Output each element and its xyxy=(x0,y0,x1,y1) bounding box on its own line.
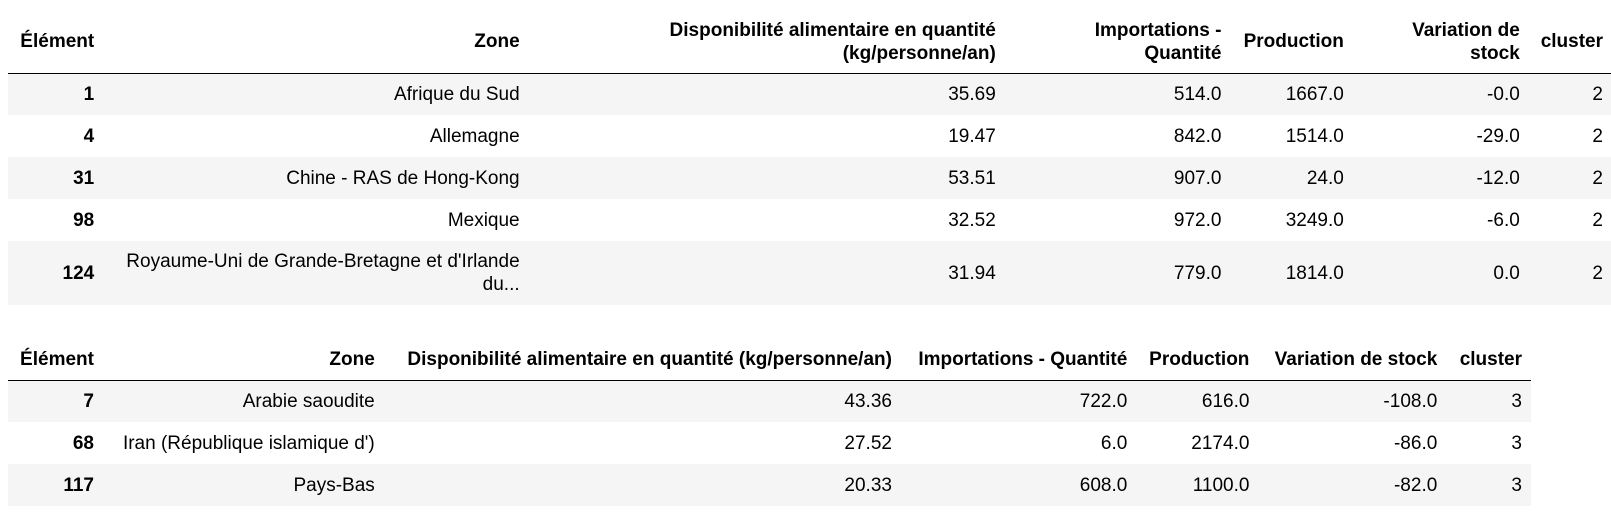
table-row: 68 Iran (République islamique d') 27.52 … xyxy=(8,422,1531,464)
header-element: Élément xyxy=(8,11,104,74)
cell-production: 1514.0 xyxy=(1285,125,1344,147)
cell-production: 24.0 xyxy=(1306,167,1344,189)
cell-dispo: 31.94 xyxy=(948,262,996,284)
cell-zone: Arabie saoudite xyxy=(242,390,375,412)
cell-stock: -108.0 xyxy=(1383,390,1438,412)
table-body: 7 Arabie saoudite 43.36 722.0 616.0 -108… xyxy=(8,380,1531,506)
cell-zone: Mexique xyxy=(447,209,520,231)
cell-production: 1667.0 xyxy=(1285,83,1344,105)
header-stock: Variation de stock xyxy=(1258,340,1447,381)
dataframe-cluster-3: Élément Zone Disponibilité alimentaire e… xyxy=(8,340,1531,506)
header-zone: Zone xyxy=(103,11,529,74)
header-element: Élément xyxy=(8,340,103,381)
table-row: 1 Afrique du Sud 35.69 514.0 1667.0 -0.0… xyxy=(8,73,1611,115)
cell-stock: -6.0 xyxy=(1487,209,1520,231)
cell-stock: -82.0 xyxy=(1393,474,1438,496)
cell-cluster: 2 xyxy=(1592,209,1603,231)
cell-imports: 608.0 xyxy=(1079,474,1128,496)
header-production: Production xyxy=(1136,340,1259,381)
cell-stock: -86.0 xyxy=(1393,432,1438,454)
cell-zone: Iran (République islamique d') xyxy=(122,432,375,454)
table-row: 98 Mexique 32.52 972.0 3249.0 -6.0 2 xyxy=(8,199,1611,241)
header-cluster: cluster xyxy=(1446,340,1531,381)
cell-stock: -29.0 xyxy=(1476,125,1520,147)
cell-dispo: 43.36 xyxy=(844,390,892,412)
cell-production: 3249.0 xyxy=(1285,209,1344,231)
row-index: 117 xyxy=(63,474,94,496)
cell-stock: -12.0 xyxy=(1476,167,1520,189)
cell-dispo: 32.52 xyxy=(948,209,996,231)
header-row: Élément Zone Disponibilité alimentaire e… xyxy=(8,340,1531,381)
cell-dispo: 20.33 xyxy=(844,474,892,496)
cell-imports: 514.0 xyxy=(1173,83,1222,105)
cell-production: 1814.0 xyxy=(1285,262,1344,284)
cell-production: 1100.0 xyxy=(1192,474,1250,496)
cell-cluster: 2 xyxy=(1592,83,1603,105)
table-header: Élément Zone Disponibilité alimentaire e… xyxy=(8,11,1611,74)
header-imports: Importations - Quantité xyxy=(1004,11,1231,74)
table-row: 4 Allemagne 19.47 842.0 1514.0 -29.0 2 xyxy=(8,115,1611,157)
cell-zone: Allemagne xyxy=(429,125,520,147)
table-row: 124 Royaume-Uni de Grande-Bretagne et d'… xyxy=(8,241,1611,305)
cell-cluster: 2 xyxy=(1592,262,1603,284)
table-row: 7 Arabie saoudite 43.36 722.0 616.0 -108… xyxy=(8,380,1531,422)
cell-cluster: 3 xyxy=(1511,432,1522,454)
header-production: Production xyxy=(1230,11,1353,74)
cell-production: 616.0 xyxy=(1201,390,1250,412)
cell-imports: 779.0 xyxy=(1173,262,1222,284)
cell-dispo: 35.69 xyxy=(948,83,996,105)
row-index: 4 xyxy=(83,125,95,147)
table-header: Élément Zone Disponibilité alimentaire e… xyxy=(8,340,1531,381)
header-imports: Importations - Quantité xyxy=(900,340,1137,381)
dataframe-cluster-2: Élément Zone Disponibilité alimentaire e… xyxy=(8,11,1611,305)
cell-dispo: 27.52 xyxy=(844,432,892,454)
row-index: 98 xyxy=(73,209,95,231)
cell-imports: 972.0 xyxy=(1173,209,1222,231)
cell-production: 2174.0 xyxy=(1191,432,1250,454)
row-index: 7 xyxy=(83,390,94,412)
cell-imports: 907.0 xyxy=(1173,167,1222,189)
header-row: Élément Zone Disponibilité alimentaire e… xyxy=(8,11,1611,74)
cell-stock: -0.0 xyxy=(1487,83,1520,105)
cell-cluster: 2 xyxy=(1592,125,1603,147)
header-dispo: Disponibilité alimentaire en quantité (k… xyxy=(528,11,1005,74)
row-index: 31 xyxy=(73,167,95,189)
cell-zone: Royaume-Uni de Grande-Bretagne et d'Irla… xyxy=(126,251,520,295)
cell-zone: Pays-Bas xyxy=(293,474,375,496)
table-row: 117 Pays-Bas 20.33 608.0 1100.0 -82.0 3 xyxy=(8,464,1531,506)
cell-cluster: 2 xyxy=(1592,167,1603,189)
cell-cluster: 3 xyxy=(1511,474,1522,496)
cell-dispo: 19.47 xyxy=(948,125,996,147)
table-body: 1 Afrique du Sud 35.69 514.0 1667.0 -0.0… xyxy=(8,73,1611,305)
cell-stock: 0.0 xyxy=(1493,262,1520,284)
cell-dispo: 53.51 xyxy=(948,167,996,189)
header-dispo: Disponibilité alimentaire en quantité (k… xyxy=(383,340,901,381)
cell-cluster: 3 xyxy=(1511,390,1522,412)
cell-imports: 722.0 xyxy=(1079,390,1128,412)
cell-imports: 842.0 xyxy=(1173,125,1222,147)
cell-zone: Afrique du Sud xyxy=(393,83,520,105)
header-stock: Variation de stock xyxy=(1352,11,1529,74)
row-index: 1 xyxy=(83,83,95,105)
row-index: 124 xyxy=(62,262,95,284)
cell-zone: Chine - RAS de Hong-Kong xyxy=(286,167,520,189)
header-zone: Zone xyxy=(102,340,384,381)
header-cluster: cluster xyxy=(1528,11,1611,74)
row-index: 68 xyxy=(72,432,94,454)
table-row: 31 Chine - RAS de Hong-Kong 53.51 907.0 … xyxy=(8,157,1611,199)
cell-imports: 6.0 xyxy=(1100,432,1128,454)
